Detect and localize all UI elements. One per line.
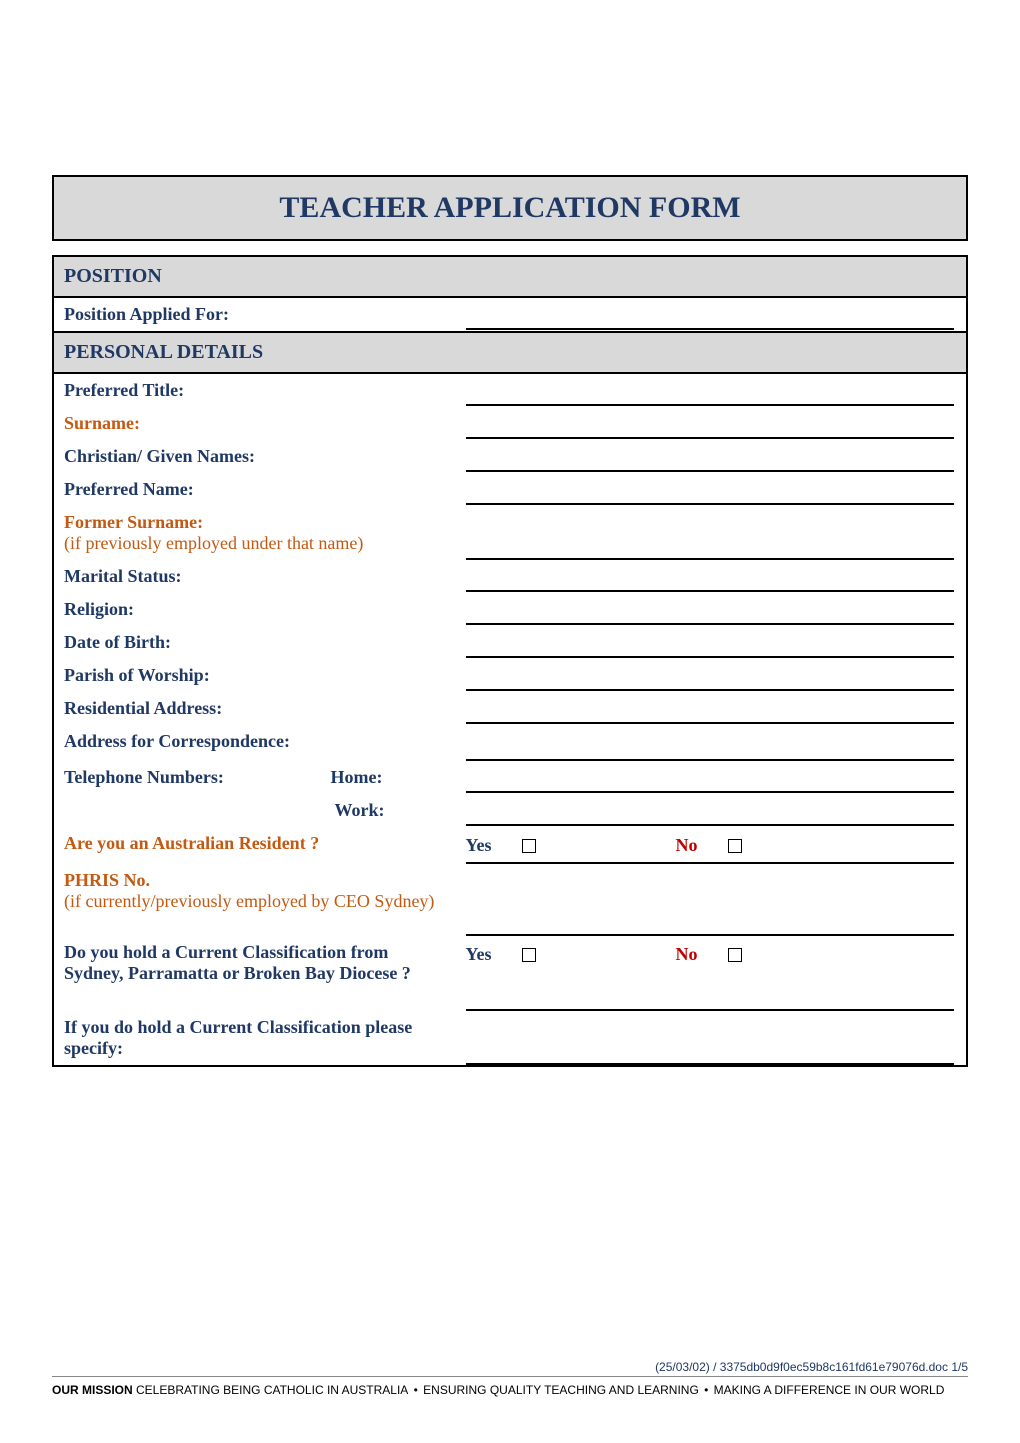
field-telephone-work[interactable]	[453, 794, 967, 827]
label-phris: PHRIS No. (if currently/previously emplo…	[53, 864, 453, 936]
label-home: Home:	[331, 767, 443, 788]
no-label-2: No	[676, 944, 698, 965]
field-position-applied-for[interactable]	[453, 297, 967, 332]
field-given-names[interactable]	[453, 440, 967, 473]
yes-label: Yes	[466, 835, 492, 856]
label-telephone-home: Telephone Numbers: Home:	[53, 761, 453, 794]
label-former-surname-sub: (if previously employed under that name)	[64, 533, 363, 553]
label-phris-main: PHRIS No.	[64, 870, 150, 890]
classification-yes-checkbox[interactable]	[522, 948, 536, 962]
application-form-table: POSITION Position Applied For: PERSONAL …	[52, 255, 968, 1067]
aus-resident-yes-checkbox[interactable]	[522, 839, 536, 853]
field-preferred-title[interactable]	[453, 373, 967, 407]
yes-label-2: Yes	[466, 944, 492, 965]
label-religion: Religion:	[53, 593, 453, 626]
label-marital-status: Marital Status:	[53, 560, 453, 593]
field-correspondence[interactable]	[453, 725, 967, 761]
footer-mission: OUR MISSION CELEBRATING BEING CATHOLIC I…	[52, 1377, 968, 1397]
field-phris[interactable]	[453, 864, 967, 936]
label-phris-sub: (if currently/previously employed by CEO…	[64, 891, 434, 911]
label-work: Work:	[334, 800, 442, 821]
label-telephone-work-row: Work:	[53, 794, 453, 827]
mission-part-2: MAKING A DIFFERENCE IN OUR WORLD	[714, 1383, 945, 1397]
footer-stamp: (25/03/02) / 3375db0d9f0ec59b8c161fd61e7…	[52, 1360, 968, 1377]
field-parish[interactable]	[453, 659, 967, 692]
classification-no-checkbox[interactable]	[728, 948, 742, 962]
label-residential: Residential Address:	[53, 692, 453, 725]
form-title: TEACHER APPLICATION FORM	[52, 175, 968, 241]
label-preferred-name: Preferred Name:	[53, 473, 453, 506]
section-header-personal: PERSONAL DETAILS	[53, 332, 967, 373]
label-parish: Parish of Worship:	[53, 659, 453, 692]
field-aus-resident: Yes No	[453, 827, 967, 864]
label-preferred-title: Preferred Title:	[53, 373, 453, 407]
field-surname[interactable]	[453, 407, 967, 440]
label-classification: Do you hold a Current Classification fro…	[53, 936, 453, 1011]
label-position-applied-for: Position Applied For:	[53, 297, 453, 332]
field-residential[interactable]	[453, 692, 967, 725]
label-former-surname: Former Surname: (if previously employed …	[53, 506, 453, 560]
field-telephone-home[interactable]	[453, 761, 967, 794]
label-surname: Surname:	[53, 407, 453, 440]
field-dob[interactable]	[453, 626, 967, 659]
aus-resident-no-checkbox[interactable]	[728, 839, 742, 853]
mission-part-0: CELEBRATING BEING CATHOLIC IN AUSTRALIA	[136, 1383, 408, 1397]
label-correspondence: Address for Correspondence:	[53, 725, 453, 761]
label-dob: Date of Birth:	[53, 626, 453, 659]
label-classification-specify: If you do hold a Current Classification …	[53, 1011, 453, 1066]
label-former-surname-main: Former Surname:	[64, 512, 203, 532]
mission-label: OUR MISSION	[52, 1383, 136, 1397]
page-footer: (25/03/02) / 3375db0d9f0ec59b8c161fd61e7…	[52, 1360, 968, 1397]
no-label: No	[676, 835, 698, 856]
field-preferred-name[interactable]	[453, 473, 967, 506]
field-former-surname[interactable]	[453, 506, 967, 560]
field-religion[interactable]	[453, 593, 967, 626]
label-aus-resident: Are you an Australian Resident ?	[53, 827, 453, 864]
mission-part-1: ENSURING QUALITY TEACHING AND LEARNING	[423, 1383, 699, 1397]
section-header-position: POSITION	[53, 256, 967, 297]
field-classification: Yes No	[453, 936, 967, 1011]
field-marital-status[interactable]	[453, 560, 967, 593]
field-classification-specify[interactable]	[453, 1011, 967, 1066]
label-given-names: Christian/ Given Names:	[53, 440, 453, 473]
label-telephone: Telephone Numbers:	[64, 767, 224, 788]
